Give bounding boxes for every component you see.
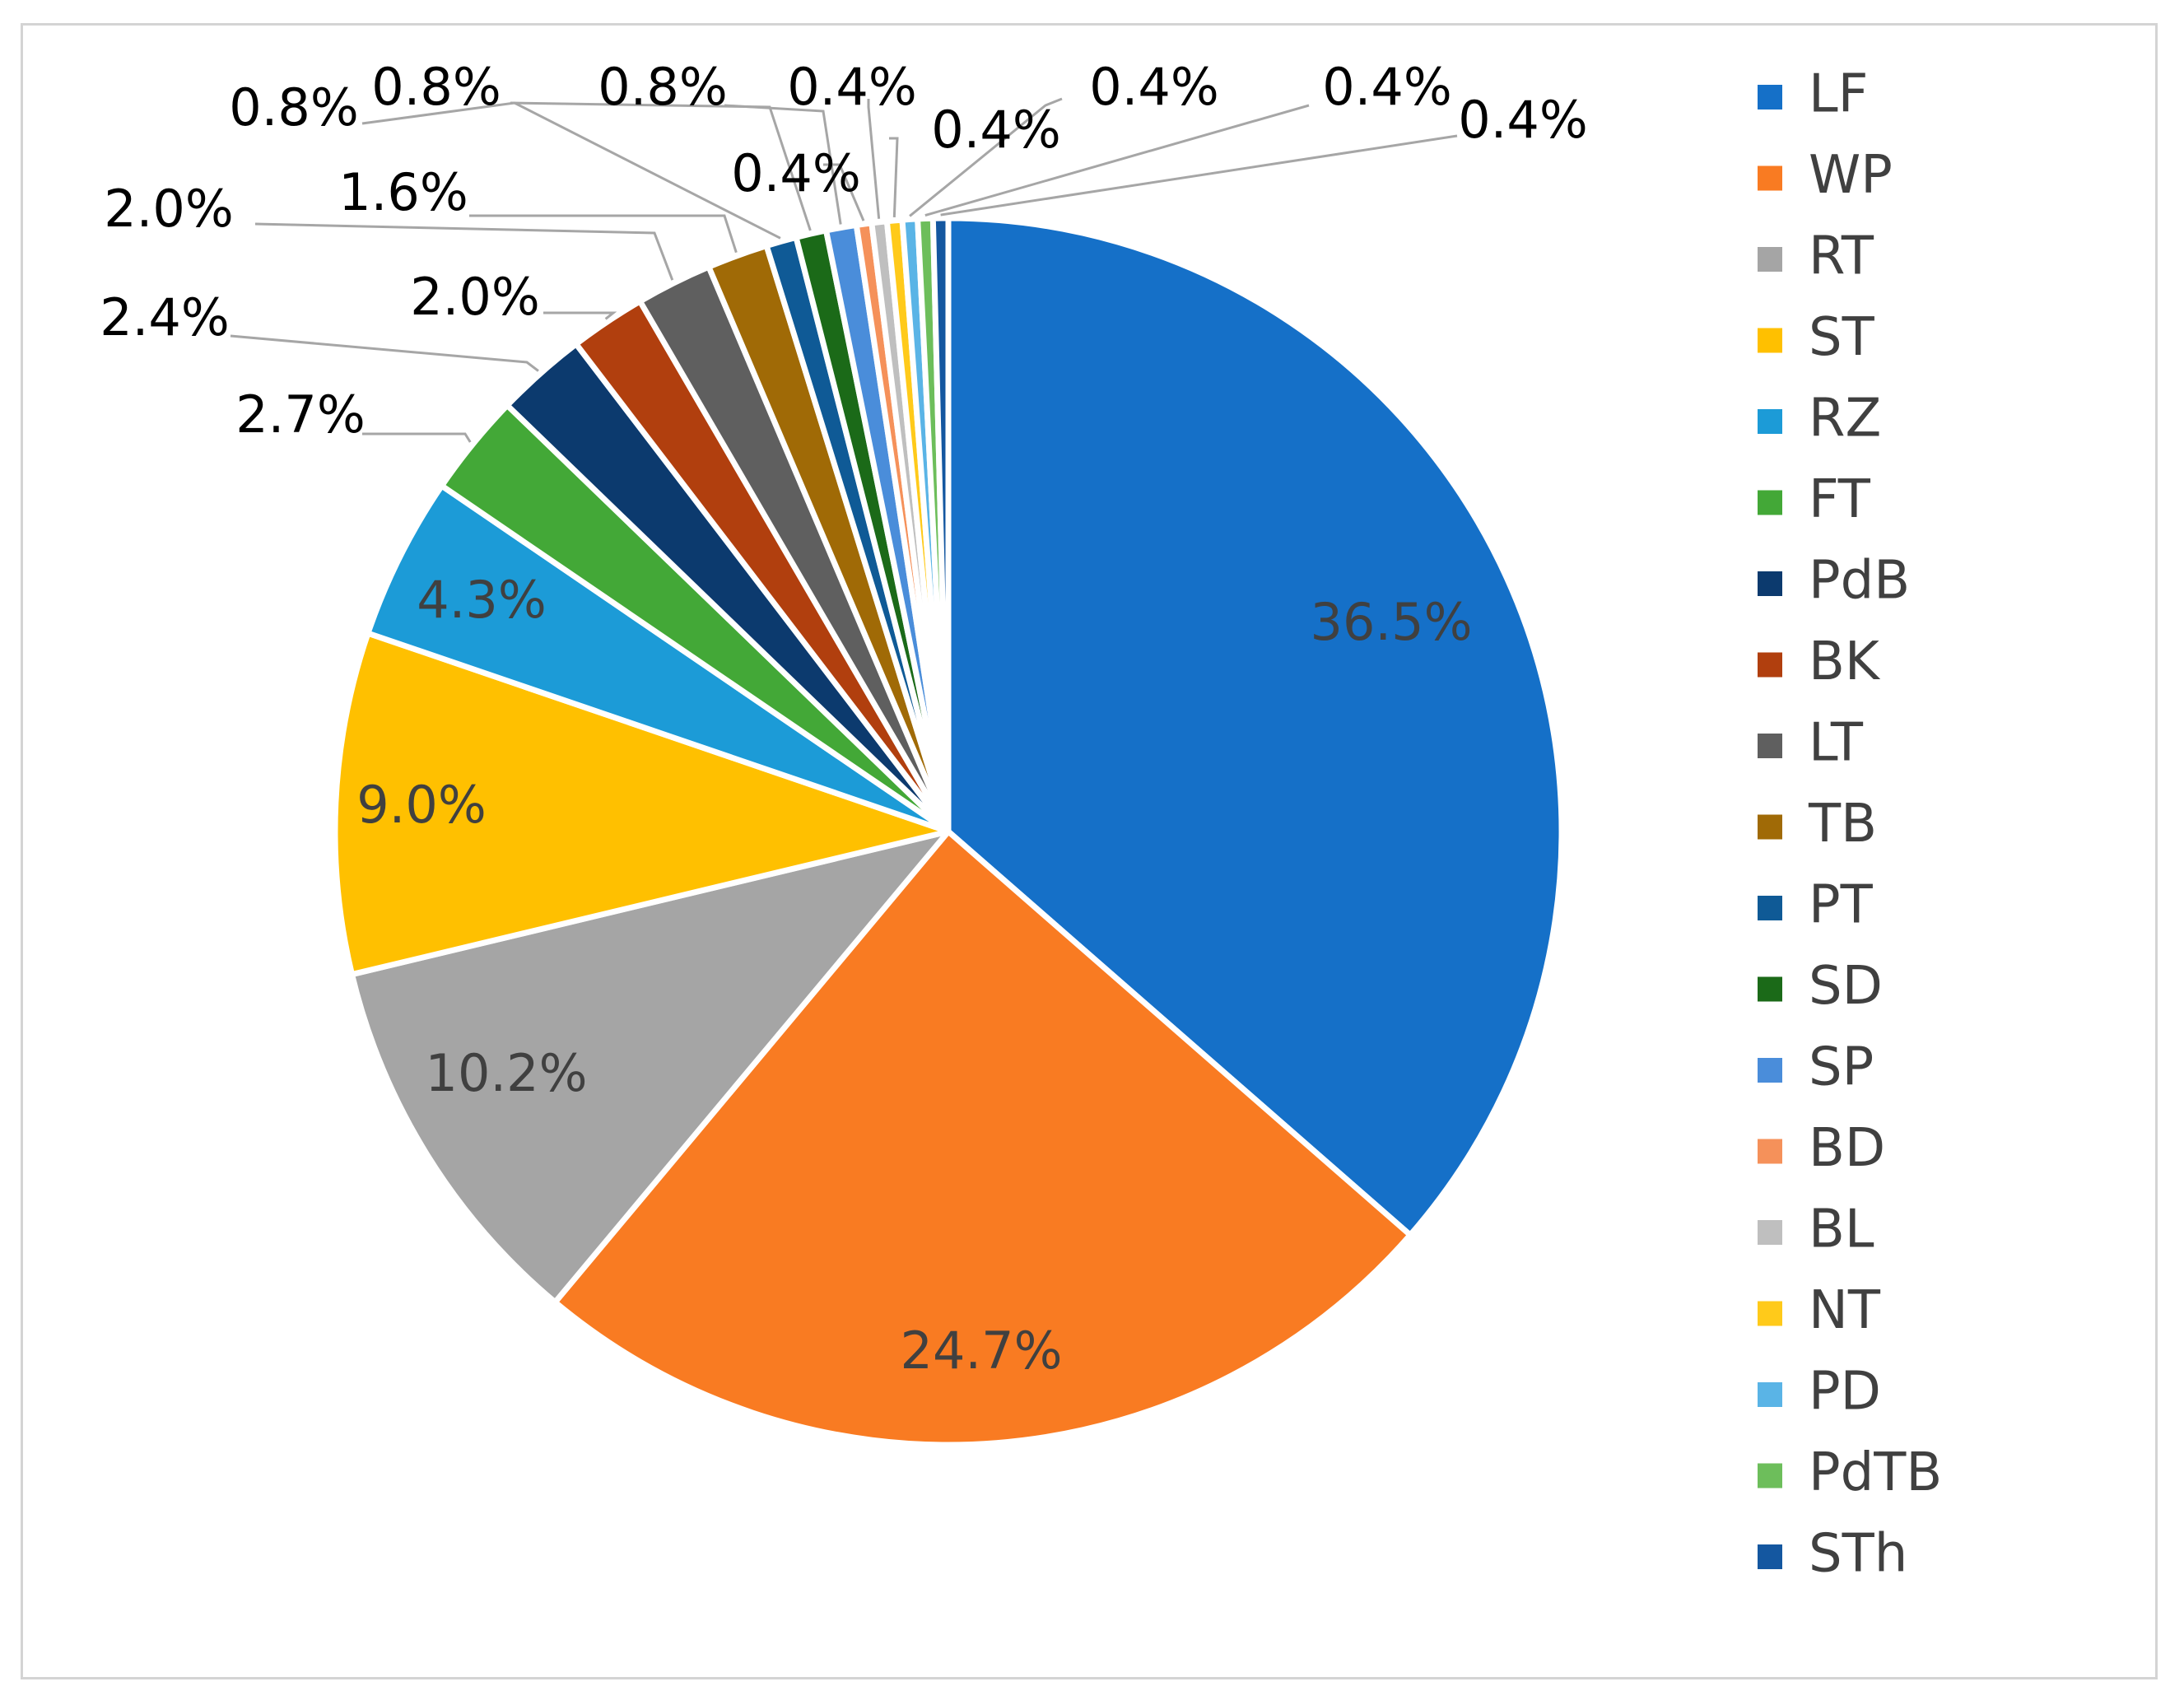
- legend-swatch-wp: [1758, 165, 1782, 191]
- data-labels: 36.5% 24.7% 10.2% 9.0% 4.3% 2.7%2.4% 2.0% 2.0% 1…: [100, 57, 1588, 1381]
- legend-item-bd: BD: [1758, 1118, 1885, 1179]
- legend-swatch-rz: [1758, 409, 1782, 434]
- legend-label-nt: NT: [1809, 1280, 1881, 1341]
- legend-item-lf: LF: [1758, 64, 1868, 125]
- legend-item-pdtb: PdTB: [1758, 1442, 1942, 1503]
- leader-line-ft: [362, 432, 472, 443]
- legend-label-lf: LF: [1809, 64, 1868, 125]
- legend-label-ft: FT: [1809, 469, 1871, 530]
- legend-swatch-tb: [1758, 814, 1782, 840]
- leader-line-tb: [469, 214, 738, 254]
- legend-swatch-lt: [1758, 734, 1782, 758]
- data-label-rz: 4.3%: [417, 570, 547, 630]
- legend-item-tb: TB: [1758, 794, 1877, 855]
- legend-swatch-bk: [1758, 652, 1782, 678]
- legend-label-sth: STh: [1809, 1524, 1907, 1585]
- leader-line-pdtb: [924, 104, 1310, 217]
- leader-line-sp: [724, 104, 842, 225]
- legend-label-pdb: PdB: [1809, 551, 1910, 612]
- legend-label-bl: BL: [1809, 1200, 1874, 1260]
- slice-sth: [929, 215, 952, 835]
- data-label-bd: 0.4%: [731, 143, 861, 203]
- slice-rz: [365, 482, 952, 835]
- legend-swatch-pd: [1758, 1382, 1782, 1407]
- legend-label-bd: BD: [1809, 1118, 1885, 1179]
- data-label-sd: 0.8%: [371, 57, 501, 117]
- legend-swatch-ft: [1758, 490, 1782, 515]
- legend-item-pt: PT: [1758, 875, 1874, 936]
- legend-label-pd: PD: [1809, 1362, 1881, 1423]
- data-label-tb: 1.6%: [338, 162, 468, 222]
- legend-swatch-nt: [1758, 1301, 1782, 1326]
- legend-swatch-pt: [1758, 896, 1782, 920]
- data-label-pdb: 2.4%: [100, 287, 230, 347]
- legend-swatch-pdb: [1758, 571, 1782, 596]
- legend-item-sp: SP: [1758, 1037, 1874, 1098]
- legend-swatch-lf: [1758, 85, 1782, 109]
- legend-swatch-sth: [1758, 1544, 1782, 1569]
- data-label-sp: 0.8%: [598, 57, 728, 117]
- legend-swatch-rt: [1758, 247, 1782, 272]
- legend-swatch-sp: [1758, 1058, 1782, 1083]
- legend-item-ft: FT: [1758, 469, 1871, 530]
- leader-line-sth: [940, 134, 1458, 217]
- leader-line-lt: [254, 222, 674, 281]
- legend-item-pdb: PdB: [1758, 551, 1910, 612]
- data-label-lt: 2.0%: [104, 179, 234, 239]
- slice-rt: [349, 828, 952, 1306]
- data-label-st: 9.0%: [356, 775, 487, 835]
- leader-line-bd: [823, 163, 865, 221]
- legend-item-rz: RZ: [1758, 389, 1881, 450]
- data-label-bk: 2.0%: [410, 267, 540, 327]
- data-label-rt: 10.2%: [426, 1043, 588, 1103]
- legend-label-rz: RZ: [1809, 389, 1881, 450]
- legend-label-tb: TB: [1808, 794, 1877, 855]
- legend: LF WP RT ST RZ FT PdB BK LT TB PT SD SP BD BL NT PD PdTB S…: [1758, 64, 1942, 1585]
- data-label-ft: 2.7%: [235, 384, 366, 445]
- legend-swatch-st: [1758, 328, 1782, 353]
- legend-swatch-pdtb: [1758, 1463, 1782, 1488]
- leader-line-bl: [867, 99, 881, 219]
- legend-item-lt: LT: [1758, 713, 1864, 774]
- leader-line-pd: [909, 97, 1063, 217]
- legend-swatch-sd: [1758, 976, 1782, 1002]
- legend-label-bk: BK: [1809, 631, 1881, 692]
- data-label-sth: 0.4%: [1458, 90, 1588, 150]
- data-label-pt: 0.8%: [229, 77, 359, 137]
- legend-item-sd: SD: [1758, 956, 1883, 1017]
- leader-lines: [230, 97, 1458, 443]
- legend-label-lt: LT: [1809, 713, 1864, 774]
- leader-line-pdb: [230, 334, 539, 372]
- slice-lf: [945, 215, 1565, 1238]
- legend-label-pt: PT: [1809, 875, 1874, 936]
- legend-label-st: ST: [1809, 307, 1875, 368]
- legend-label-rt: RT: [1809, 226, 1874, 287]
- legend-item-sth: STh: [1758, 1524, 1907, 1585]
- legend-swatch-bd: [1758, 1139, 1782, 1164]
- legend-item-pd: PD: [1758, 1362, 1881, 1423]
- data-label-bl: 0.4%: [787, 57, 917, 117]
- data-label-lf: 36.5%: [1311, 592, 1473, 652]
- data-label-pd: 0.4%: [1089, 57, 1219, 117]
- slice-wp: [552, 828, 1413, 1448]
- legend-item-wp: WP: [1758, 145, 1893, 206]
- legend-item-nt: NT: [1758, 1280, 1881, 1341]
- data-label-nt: 0.4%: [931, 100, 1061, 160]
- leader-line-bk: [543, 311, 617, 320]
- legend-label-sd: SD: [1809, 956, 1883, 1017]
- legend-item-rt: RT: [1758, 226, 1874, 287]
- legend-label-pdtb: PdTB: [1809, 1442, 1942, 1503]
- legend-label-sp: SP: [1809, 1037, 1874, 1098]
- legend-item-bk: BK: [1758, 631, 1881, 692]
- slice-st: [332, 630, 952, 978]
- leader-line-nt: [889, 137, 899, 217]
- data-label-pdtb: 0.4%: [1322, 57, 1452, 117]
- data-label-wp: 24.7%: [901, 1321, 1063, 1381]
- legend-item-st: ST: [1758, 307, 1875, 368]
- legend-item-bl: BL: [1758, 1200, 1874, 1260]
- pie-slices: [332, 215, 1565, 1448]
- legend-label-wp: WP: [1809, 145, 1893, 206]
- legend-swatch-bl: [1758, 1220, 1782, 1245]
